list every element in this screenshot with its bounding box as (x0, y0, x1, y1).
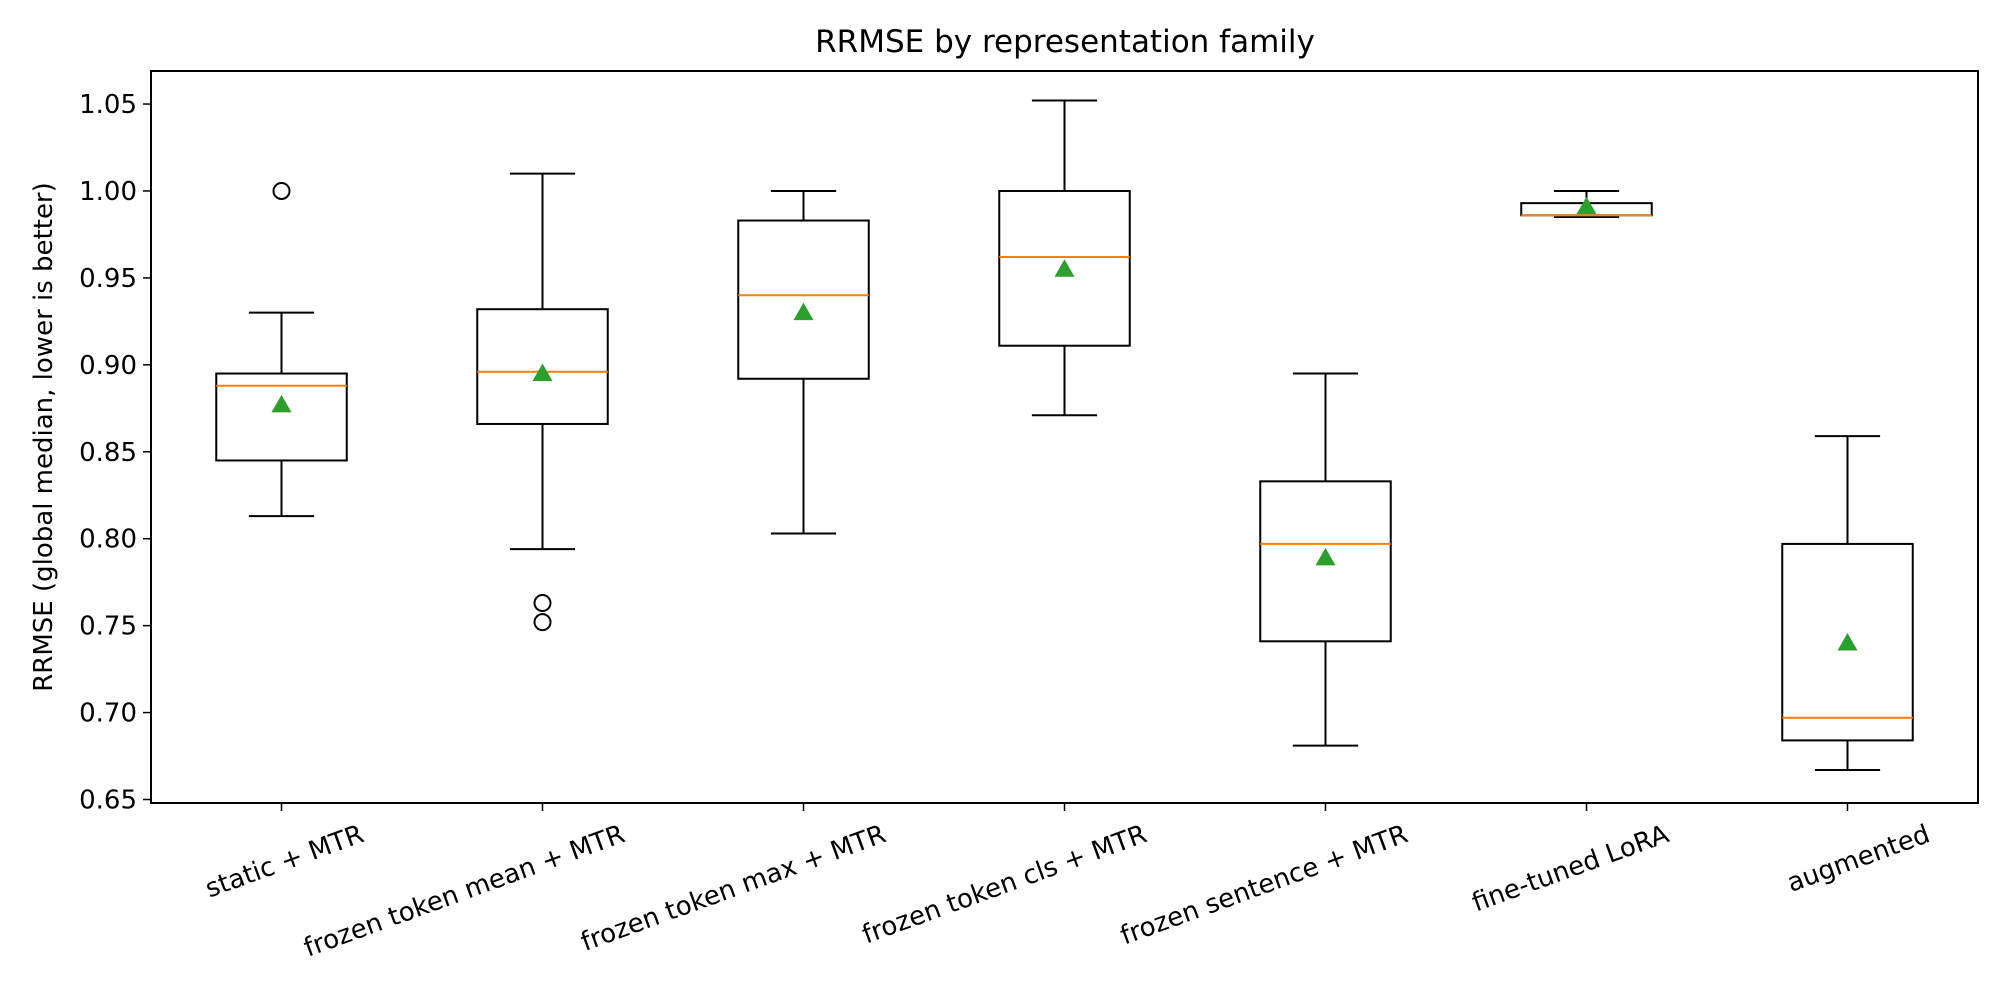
box-group-3 (737, 189, 870, 535)
y-axis-label: RRMSE (global median, lower is better) (29, 182, 59, 692)
box-group-7 (1781, 435, 1914, 771)
box-group-1 (215, 181, 348, 518)
y-tick-label: 0.95 (79, 264, 137, 294)
box-iqr (215, 372, 348, 462)
x-tick-label: frozen sentence + MTR (1117, 819, 1412, 951)
y-tick-label: 1.00 (79, 177, 137, 207)
plot-area: 0.65 0.70 0.75 0.80 0.85 0.90 0.95 1.00 1.05 stat… (79, 70, 1979, 964)
x-tick-label: fine-tuned LoRA (1468, 819, 1673, 918)
y-tick-label: 1.05 (79, 90, 137, 120)
box-iqr (476, 308, 609, 425)
box-iqr (1781, 542, 1914, 742)
outlier-point (533, 613, 552, 632)
x-tick-label: augmented (1783, 819, 1934, 898)
box-group-2 (476, 172, 609, 632)
box-group-6 (1520, 189, 1653, 219)
mean-marker (1837, 633, 1858, 651)
y-tick-label: 0.85 (79, 438, 137, 468)
y-tick-label: 0.75 (79, 612, 137, 642)
mean-marker (1054, 259, 1075, 277)
mean-marker (1315, 547, 1336, 566)
mean-marker (793, 302, 814, 321)
x-tick-label: frozen token cls + MTR (858, 819, 1150, 950)
y-tick-label: 0.90 (79, 351, 137, 381)
x-tick-label: static + MTR (202, 819, 368, 904)
outlier-point (533, 594, 552, 613)
y-tick-label: 0.65 (79, 786, 137, 816)
chart-title: RRMSE by representation family (815, 24, 1315, 60)
box-iqr (998, 189, 1131, 347)
mean-marker (1576, 196, 1597, 215)
mean-marker (271, 394, 292, 413)
outlier-point (272, 181, 291, 200)
y-tick-label: 0.80 (79, 525, 137, 555)
box-group-5 (1259, 372, 1392, 747)
mean-marker (532, 363, 553, 382)
y-tick-label: 0.70 (79, 699, 137, 729)
box-group-4 (998, 99, 1131, 417)
box-iqr (1259, 480, 1392, 643)
axes-frame (150, 70, 1979, 804)
box-iqr (737, 219, 870, 380)
